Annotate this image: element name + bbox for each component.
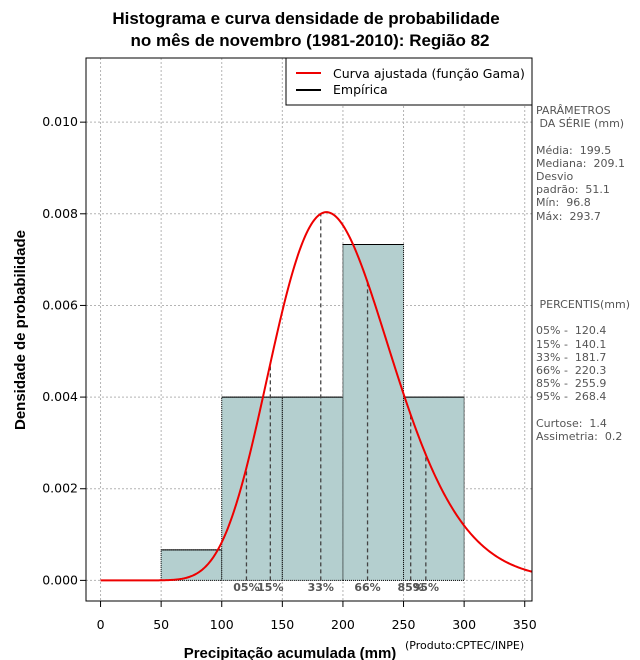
x-tick-label: 250 [392,617,416,632]
percentile-line: 33% - 181.7 [536,350,607,364]
percentile-line: 66% - 220.3 [536,364,607,378]
y-tick-label: 0.006 [42,297,78,312]
series-parameters-panel: PARÂMETROS DA SÉRIE (mm) Média: 199.5 Med… [536,104,625,223]
x-tick-label: 100 [210,617,234,632]
stats-line: Desvio [536,170,574,184]
percentiles-panel: PERCENTIS(mm) 05% - 120.4 15% - 140.1 33% … [536,298,630,443]
y-tick-label: 0.002 [42,481,78,496]
percentile-line: Curtose: 1.4 [536,416,607,430]
x-tick-label: 300 [452,617,476,632]
product-credit: (Produto:CPTEC/INPE) [405,639,525,652]
percentile-label: 15% [257,581,283,594]
percentile-markers: 05%15% 33% 66% 85%95% [233,213,439,594]
percentile-line: 85% - 255.9 [536,377,607,391]
x-tick-label: 0 [97,617,105,632]
stats-line: DA SÉRIE (mm) [536,117,625,131]
stats-line: Mín: 96.8 [536,196,591,210]
chart-title-line2: no mês de novembro (1981-2010): Região 8… [130,31,489,50]
x-tick-label: 150 [270,617,294,632]
y-tick-label: 0.004 [42,389,78,404]
x-tick-label: 200 [331,617,355,632]
percentile-line [536,311,630,324]
histogram-bar [221,396,283,581]
stats-line: padrão: 51.1 [536,183,610,197]
y-axis-label: Densidade de probabilidade [12,230,29,430]
x-tick-label: 50 [153,617,169,632]
histogram-bar [403,396,465,581]
gamma-fit-curve [100,211,533,582]
chart-title-line1: Histograma e curva densidade de probabil… [112,9,499,28]
stats-line: PARÂMETROS [536,104,611,117]
percentile-label: 85% [398,581,424,594]
stats-line: Máx: 293.7 [536,209,601,223]
stats-line: Mediana: 209.1 [536,156,625,170]
axes-ticks: 0 50 100 150 200 250 300 350 0.000 0.002 0.004 0.00… [42,114,537,632]
percentile-line: 15% - 140.1 [536,337,607,351]
x-tick-label: 350 [513,617,537,632]
percentile-line: 95% - 268.4 [536,390,607,404]
y-tick-label: 0.008 [42,206,78,221]
stats-line [536,130,625,143]
percentile-label: 95% [413,581,439,594]
percentile-label: 66% [354,581,380,594]
legend-fit-label: Curva ajustada (função Gama) [333,66,525,81]
gamma-curve [100,211,533,582]
percentile-line: Assimetria: 0.2 [536,430,623,444]
legend-empirical-label: Empírica [333,82,388,97]
histogram-bar [281,396,344,581]
percentile-line [536,404,630,417]
legend-box [285,57,533,106]
histogram-bars [160,243,465,581]
x-axis-label: Precipitação acumulada (mm) [184,645,397,660]
legend: Curva ajustada (função Gama) Empírica [285,57,533,106]
percentile-label: 33% [308,581,334,594]
histogram-bar [342,243,405,581]
stats-line: Média: 199.5 [536,143,612,157]
y-tick-label: 0.000 [42,572,78,587]
y-tick-label: 0.010 [42,114,78,129]
percentile-line: 05% - 120.4 [536,324,607,338]
percentile-label: 05% [233,581,259,594]
percentile-line: PERCENTIS(mm) [536,298,630,311]
